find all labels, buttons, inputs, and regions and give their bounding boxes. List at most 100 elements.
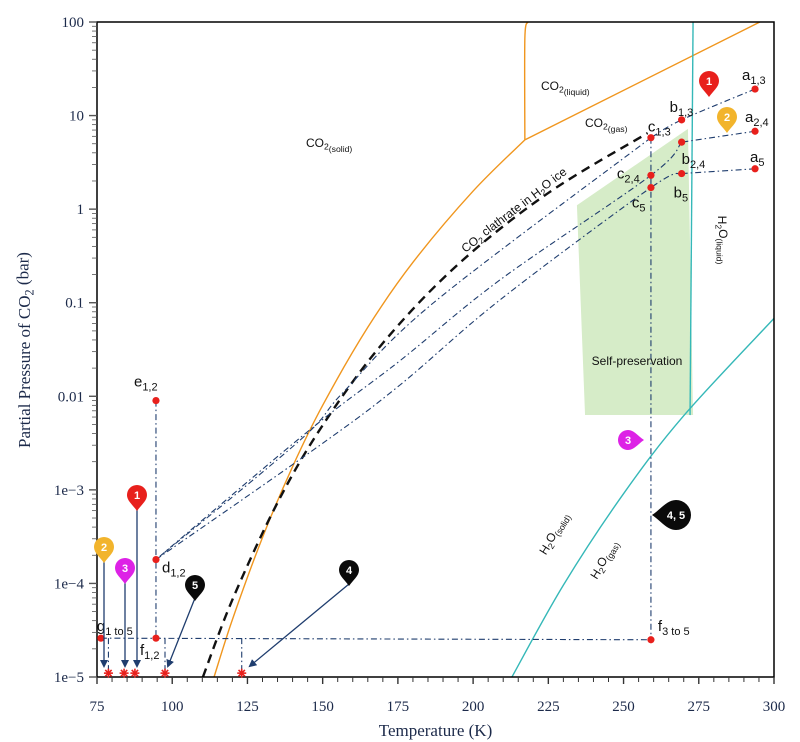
process-path bbox=[155, 137, 652, 560]
point-subscript: 3 to 5 bbox=[662, 626, 690, 638]
subscript: 2 bbox=[713, 224, 723, 229]
process-path bbox=[155, 172, 682, 560]
region-label: H2O(gas) bbox=[587, 538, 624, 583]
process-path bbox=[681, 168, 756, 175]
case-marker: 3 bbox=[618, 430, 644, 450]
y-tick-label: 10 bbox=[69, 109, 84, 125]
point-subscript: 5 bbox=[639, 203, 645, 215]
point-letter: c bbox=[648, 119, 656, 136]
point-subscript: 1,3 bbox=[655, 127, 670, 139]
point-label: a1,3 bbox=[742, 67, 766, 87]
point-label: a5 bbox=[750, 149, 764, 169]
point-letter: f bbox=[658, 618, 663, 635]
point-subscript: 5 bbox=[682, 193, 688, 205]
arrow bbox=[166, 597, 196, 668]
process-path bbox=[650, 88, 756, 139]
case-marker: 2 bbox=[94, 537, 114, 563]
data-point bbox=[678, 138, 686, 146]
point-letter: a bbox=[742, 67, 751, 84]
star-marker bbox=[103, 668, 113, 678]
pin-icon bbox=[652, 500, 691, 530]
point-label: b1,3 bbox=[670, 99, 694, 119]
point-label: c1,3 bbox=[648, 119, 671, 139]
subscript: 2 bbox=[324, 142, 329, 152]
case-marker: 4 bbox=[339, 560, 359, 586]
point-label: e1,2 bbox=[134, 374, 158, 394]
point-subscript: 2,4 bbox=[753, 117, 768, 129]
text-part: CO bbox=[541, 79, 559, 93]
point-subscript: 1,2 bbox=[142, 382, 157, 394]
marker-label: 1 bbox=[134, 490, 140, 502]
point-subscript: 1 to 5 bbox=[105, 626, 133, 638]
x-tick-label: 175 bbox=[387, 699, 410, 715]
data-point bbox=[647, 171, 655, 179]
self-preservation-region bbox=[576, 128, 694, 416]
subscript: 2 bbox=[539, 187, 549, 198]
phase-boundary-curve bbox=[511, 317, 775, 678]
region-label: H2O(solid) bbox=[536, 510, 575, 558]
phase-boundary-curve bbox=[213, 139, 526, 678]
point-letter: b bbox=[682, 151, 690, 168]
text-part: Partial Pressure of CO bbox=[15, 295, 34, 448]
data-point bbox=[678, 116, 686, 124]
point-subscript: 1,3 bbox=[750, 75, 765, 87]
marker-label: 4 bbox=[346, 565, 353, 577]
case-marker: 3 bbox=[115, 558, 135, 584]
data-point bbox=[751, 165, 759, 173]
point-subscript: 1,3 bbox=[678, 107, 693, 119]
case-marker: 5 bbox=[185, 575, 205, 601]
point-letter: b bbox=[674, 185, 682, 202]
data-point bbox=[647, 636, 655, 644]
x-tick-label: 225 bbox=[537, 699, 560, 715]
subscript: 2 bbox=[546, 541, 557, 551]
data-point bbox=[647, 183, 655, 192]
text-part: CO bbox=[585, 116, 603, 130]
point-label: b5 bbox=[674, 185, 688, 205]
case-marker: 1 bbox=[127, 485, 147, 511]
subscript: 2 bbox=[603, 122, 608, 132]
x-tick-label: 150 bbox=[311, 699, 334, 715]
subscript: (liquid) bbox=[714, 238, 724, 264]
point-label: f1,2 bbox=[140, 642, 159, 662]
data-point bbox=[152, 396, 160, 405]
point-subscript: 1,2 bbox=[144, 650, 159, 662]
x-tick-label: 75 bbox=[90, 699, 105, 715]
marker-label: 4, 5 bbox=[667, 510, 685, 522]
point-label: f3 to 5 bbox=[658, 618, 690, 638]
pin-icon bbox=[94, 537, 114, 563]
pin-icon bbox=[699, 71, 719, 97]
point-letter: a bbox=[750, 149, 759, 166]
x-tick-label: 125 bbox=[236, 699, 259, 715]
pin-icon bbox=[339, 560, 359, 586]
x-tick-label: 275 bbox=[688, 699, 711, 715]
y-tick-label: 1e−4 bbox=[54, 576, 85, 592]
point-label: d1,2 bbox=[162, 560, 186, 580]
text-part: CO bbox=[306, 136, 324, 150]
subscript: (solid) bbox=[329, 144, 353, 154]
x-tick-label: 200 bbox=[462, 699, 485, 715]
subscript: 2 bbox=[559, 85, 564, 95]
y-tick-label: 1e−5 bbox=[54, 670, 84, 686]
text-part: O ice bbox=[539, 164, 570, 192]
pin-icon bbox=[717, 107, 737, 133]
star-marker bbox=[237, 668, 247, 678]
phase-boundary-curve bbox=[524, 21, 761, 141]
point-letter: f bbox=[140, 642, 145, 659]
case-marker: 1 bbox=[699, 71, 719, 97]
point-label: c2,4 bbox=[617, 165, 640, 185]
region-label: H2O(liquid) bbox=[713, 216, 730, 265]
marker-label: 5 bbox=[192, 580, 198, 592]
phase-boundary-curve bbox=[201, 132, 649, 678]
self-preservation-label: Self-preservation bbox=[592, 354, 683, 368]
pin-icon bbox=[185, 575, 205, 601]
region-label: CO2(solid) bbox=[306, 136, 352, 154]
subscript: 2 bbox=[597, 566, 608, 576]
process-path bbox=[681, 130, 756, 143]
x-tick-label: 250 bbox=[612, 699, 635, 715]
case-marker: 4, 5 bbox=[652, 500, 691, 530]
case-marker: 2 bbox=[717, 107, 737, 133]
subscript: (solid) bbox=[552, 513, 573, 538]
point-letter: g bbox=[97, 618, 105, 635]
x-axis-title: Temperature (K) bbox=[379, 721, 493, 740]
